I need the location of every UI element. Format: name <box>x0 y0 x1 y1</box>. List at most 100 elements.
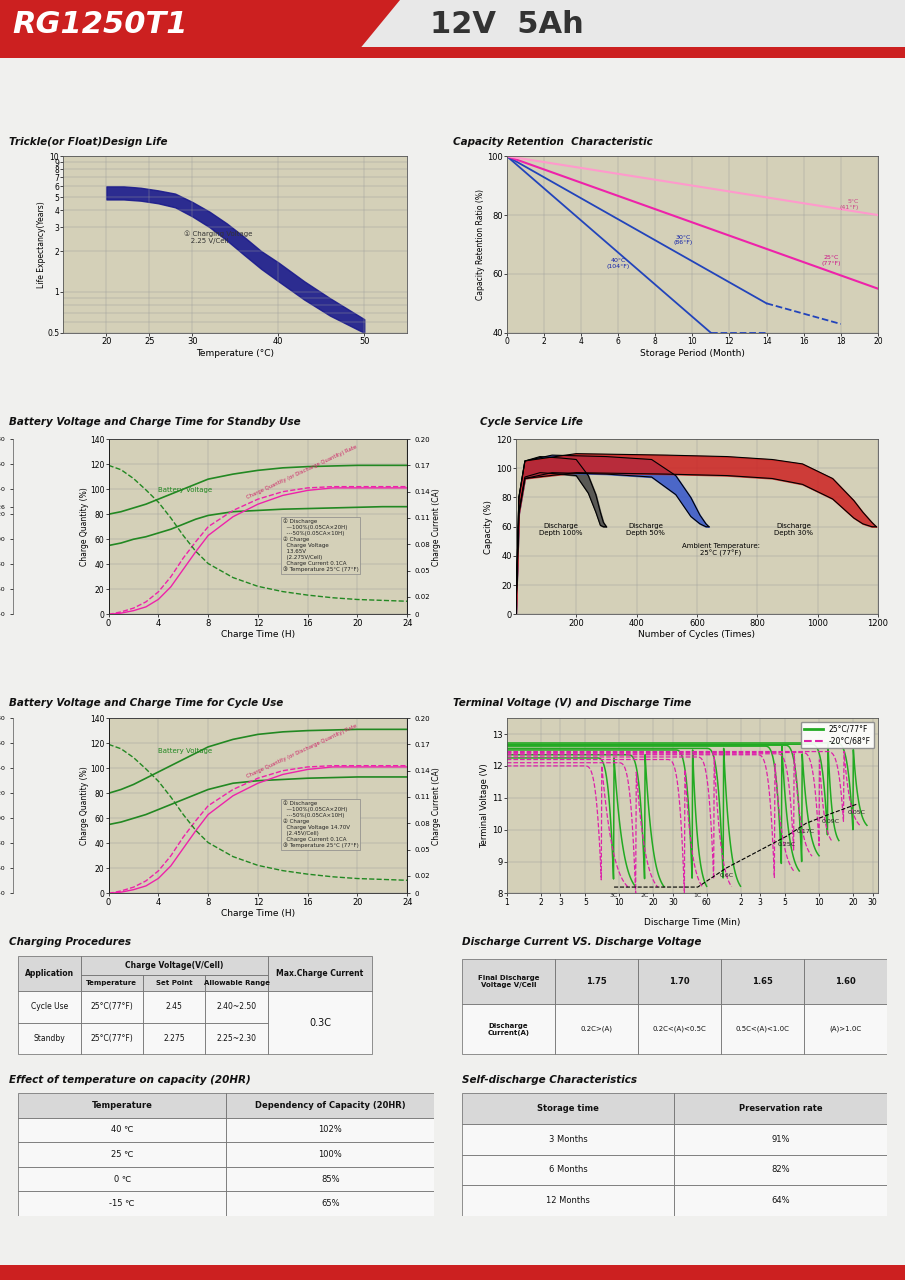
Text: Trickle(or Float)Design Life: Trickle(or Float)Design Life <box>9 137 167 147</box>
Text: Terminal Voltage (V) and Discharge Time: Terminal Voltage (V) and Discharge Time <box>452 698 691 708</box>
Text: 3C: 3C <box>610 892 618 897</box>
Text: Discharge
Depth 30%: Discharge Depth 30% <box>774 524 813 536</box>
Bar <box>674 1185 887 1216</box>
Bar <box>205 991 268 1023</box>
Bar <box>721 1004 804 1055</box>
Bar <box>18 991 81 1023</box>
Bar <box>226 1167 434 1192</box>
Text: Charge Voltage(V/Cell): Charge Voltage(V/Cell) <box>125 961 224 970</box>
Bar <box>143 991 205 1023</box>
Bar <box>226 1142 434 1167</box>
Text: Allowable Range: Allowable Range <box>204 979 270 986</box>
Bar <box>462 959 555 1004</box>
Text: Charge Quantity (or Discharge Quantity) Rate: Charge Quantity (or Discharge Quantity) … <box>245 444 357 500</box>
Bar <box>18 1093 226 1117</box>
Text: ① Discharge
  —100%(0.05CA×20H)
  ---50%(0.05CA×10H)
② Charge
  Charge Voltage
 : ① Discharge —100%(0.05CA×20H) ---50%(0.0… <box>282 518 358 572</box>
Bar <box>205 975 268 991</box>
Text: 82%: 82% <box>771 1165 790 1175</box>
Text: 1.70: 1.70 <box>669 977 690 986</box>
Text: 65%: 65% <box>321 1199 339 1208</box>
Text: 0.6C: 0.6C <box>719 873 734 878</box>
Text: 100%: 100% <box>319 1149 342 1160</box>
Bar <box>555 959 638 1004</box>
Bar <box>18 1023 81 1055</box>
Text: 12V  5Ah: 12V 5Ah <box>430 10 584 38</box>
Text: Discharge Current VS. Discharge Voltage: Discharge Current VS. Discharge Voltage <box>462 937 701 947</box>
Text: Temperature: Temperature <box>86 979 138 986</box>
Bar <box>81 975 143 991</box>
Text: 1.75: 1.75 <box>586 977 607 986</box>
Text: Preservation rate: Preservation rate <box>738 1103 823 1114</box>
Bar <box>721 959 804 1004</box>
Text: Cycle Use: Cycle Use <box>31 1002 68 1011</box>
Text: 1.60: 1.60 <box>835 977 856 986</box>
Y-axis label: Life Expectancy(Years): Life Expectancy(Years) <box>37 201 45 288</box>
Bar <box>81 991 143 1023</box>
X-axis label: Discharge Time (Min): Discharge Time (Min) <box>644 918 740 927</box>
Text: -15 ℃: -15 ℃ <box>110 1199 135 1208</box>
Y-axis label: Charge Quantity (%): Charge Quantity (%) <box>80 767 89 845</box>
Text: Battery Voltage: Battery Voltage <box>158 748 213 754</box>
Text: ① Charging Voltage
   2.25 V/Cell: ① Charging Voltage 2.25 V/Cell <box>184 230 252 243</box>
Text: 0.09C: 0.09C <box>822 819 840 824</box>
Bar <box>226 1117 434 1142</box>
Bar <box>462 1155 674 1185</box>
Text: 0.2C<(A)<0.5C: 0.2C<(A)<0.5C <box>653 1027 707 1033</box>
Bar <box>143 1023 205 1055</box>
Text: 25 ℃: 25 ℃ <box>111 1149 133 1160</box>
Bar <box>555 1004 638 1055</box>
Text: 40 ℃: 40 ℃ <box>111 1125 133 1134</box>
Bar <box>18 1117 226 1142</box>
Text: Cycle Service Life: Cycle Service Life <box>480 417 583 428</box>
Bar <box>81 1023 143 1055</box>
Bar <box>638 959 721 1004</box>
Bar <box>462 1185 674 1216</box>
Text: 5°C
(41°F): 5°C (41°F) <box>840 200 860 210</box>
Text: Max.Charge Current: Max.Charge Current <box>276 969 364 978</box>
Bar <box>268 991 372 1055</box>
X-axis label: Charge Time (H): Charge Time (H) <box>221 630 295 639</box>
Text: Effect of temperature on capacity (20HR): Effect of temperature on capacity (20HR) <box>9 1075 251 1085</box>
Text: 91%: 91% <box>771 1134 790 1144</box>
Text: (A)>1.0C: (A)>1.0C <box>829 1027 862 1033</box>
Text: Battery Voltage: Battery Voltage <box>158 486 213 493</box>
Text: 102%: 102% <box>319 1125 342 1134</box>
Text: 0.17C: 0.17C <box>797 829 815 833</box>
Text: 2.45: 2.45 <box>166 1002 183 1011</box>
Bar <box>804 959 887 1004</box>
Text: 25°C(77°F): 25°C(77°F) <box>90 1002 133 1011</box>
X-axis label: Number of Cycles (Times): Number of Cycles (Times) <box>638 630 756 639</box>
Text: 12 Months: 12 Months <box>546 1196 590 1206</box>
Bar <box>18 956 81 991</box>
Text: Capacity Retention  Characteristic: Capacity Retention Characteristic <box>452 137 653 147</box>
Bar <box>804 1004 887 1055</box>
Text: Temperature: Temperature <box>91 1101 153 1110</box>
Text: Discharge
Depth 100%: Discharge Depth 100% <box>539 524 583 536</box>
Text: Application: Application <box>24 969 74 978</box>
Text: 0.05C: 0.05C <box>848 810 866 815</box>
Y-axis label: Charge Quantity (%): Charge Quantity (%) <box>80 488 89 566</box>
Text: Charging Procedures: Charging Procedures <box>9 937 131 947</box>
Text: Storage time: Storage time <box>537 1103 599 1114</box>
Y-axis label: Terminal Voltage (V): Terminal Voltage (V) <box>481 763 490 849</box>
Text: 2.275: 2.275 <box>164 1034 185 1043</box>
Text: 2C: 2C <box>641 892 649 897</box>
Text: Discharge
Current(A): Discharge Current(A) <box>487 1023 529 1036</box>
Bar <box>81 956 268 975</box>
Text: Final Discharge
Voltage V/Cell: Final Discharge Voltage V/Cell <box>478 975 539 988</box>
Text: 1.65: 1.65 <box>752 977 773 986</box>
Text: 64%: 64% <box>771 1196 790 1206</box>
Text: 25°C(77°F): 25°C(77°F) <box>90 1034 133 1043</box>
Text: 3 Months: 3 Months <box>548 1134 587 1144</box>
Bar <box>462 1004 555 1055</box>
Bar <box>674 1155 887 1185</box>
Bar <box>205 1023 268 1055</box>
Text: 0 ℃: 0 ℃ <box>113 1175 131 1184</box>
Text: Self-discharge Characteristics: Self-discharge Characteristics <box>462 1075 636 1085</box>
Text: Standby: Standby <box>33 1034 65 1043</box>
X-axis label: Temperature (°C): Temperature (°C) <box>196 348 274 357</box>
Y-axis label: Capacity (%): Capacity (%) <box>484 499 493 554</box>
Text: 0.2C>(A): 0.2C>(A) <box>581 1027 613 1033</box>
Bar <box>638 1004 721 1055</box>
Text: Ambient Temperature:
25°C (77°F): Ambient Temperature: 25°C (77°F) <box>682 543 760 558</box>
